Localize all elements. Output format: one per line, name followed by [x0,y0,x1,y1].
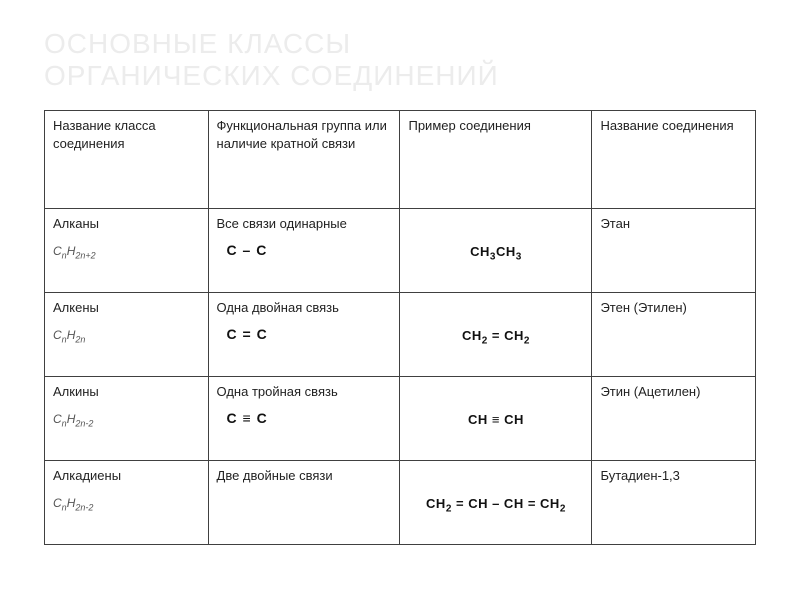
table-row: Алкадиены CnH2n-2 Две двойные связи CH2 = C… [45,461,756,545]
general-formula: CnH2n+2 [53,243,200,262]
class-name: Алканы [53,215,200,233]
table-row: Алкины CnH2n-2 Одна тройная связь C ≡ C CH ≡… [45,377,756,461]
func-fragment: C ≡ C [227,409,392,428]
page-title: Основные классы органических соединений [44,28,756,92]
header-cell-example: Пример соединения [400,111,592,209]
example-formula: CH3CH3 [400,243,591,264]
example-cell: CH ≡ CH [400,377,592,461]
func-cell: Две двойные связи [208,461,400,545]
title-line2: органических соединений [44,60,756,92]
class-name: Алкены [53,299,200,317]
class-cell: Алкины CnH2n-2 [45,377,209,461]
class-name: Алкины [53,383,200,401]
class-cell: Алкены CnH2n [45,293,209,377]
func-description: Все связи одинарные [217,215,392,233]
class-cell: Алкадиены CnH2n-2 [45,461,209,545]
general-formula: CnH2n-2 [53,411,200,430]
func-description: Одна двойная связь [217,299,392,317]
func-description: Одна тройная связь [217,383,392,401]
class-cell: Алканы CnH2n+2 [45,209,209,293]
func-fragment: C – C [227,241,392,260]
example-cell: CH3CH3 [400,209,592,293]
compound-name-cell: Бутадиен-1,3 [592,461,756,545]
class-name: Алкадиены [53,467,200,485]
example-formula: CH2 = CH2 [400,327,591,348]
header-cell-class: Название класса соединения [45,111,209,209]
example-cell: CH2 = CH2 [400,293,592,377]
general-formula: CnH2n-2 [53,495,200,514]
func-cell: Все связи одинарные C – C [208,209,400,293]
table-row: Алканы CnH2n+2 Все связи одинарные C – C CH3… [45,209,756,293]
general-formula: CnH2n [53,327,200,346]
title-line1: Основные классы [44,28,756,60]
header-cell-compound: Название соединения [592,111,756,209]
func-fragment: C = C [227,325,392,344]
compounds-table: Название класса соединения Функциональна… [44,110,756,545]
compound-name-cell: Этин (Ацетилен) [592,377,756,461]
func-description: Две двойные связи [217,467,392,485]
func-cell: Одна двойная связь C = C [208,293,400,377]
example-formula: CH2 = CH – CH = CH2 [400,495,591,516]
example-cell: CH2 = CH – CH = CH2 [400,461,592,545]
compound-name-cell: Этан [592,209,756,293]
example-formula: CH ≡ CH [400,411,591,429]
slide-page: Основные классы органических соединений … [0,0,800,565]
table-header-row: Название класса соединения Функциональна… [45,111,756,209]
table-row: Алкены CnH2n Одна двойная связь C = C CH2 = … [45,293,756,377]
compound-name-cell: Этен (Этилен) [592,293,756,377]
header-cell-func: Функциональная группа или наличие кратно… [208,111,400,209]
func-cell: Одна тройная связь C ≡ C [208,377,400,461]
